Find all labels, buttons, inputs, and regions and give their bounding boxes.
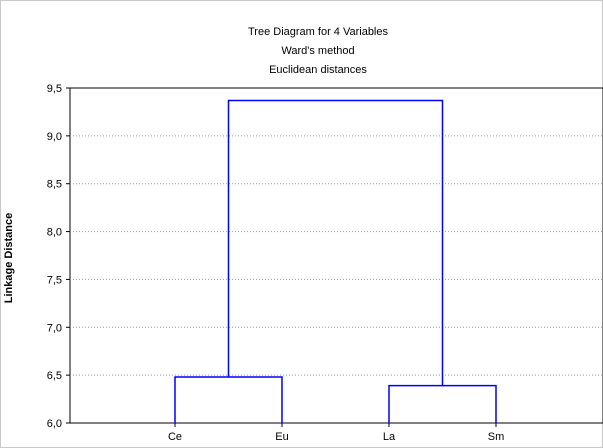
grid-lines — [70, 135, 603, 376]
y-tick-label: 8,5 — [47, 179, 62, 191]
x-tick-label-eu: Eu — [275, 431, 288, 443]
y-tick-label: 9,5 — [47, 83, 62, 95]
y-tick-label: 9,0 — [47, 131, 62, 143]
dendrogram-link-3 — [227, 99, 444, 386]
x-tick-label-la: La — [383, 431, 396, 443]
dendrogram-links — [174, 99, 497, 423]
chart-subtitle-2: Euclidean distances — [269, 64, 367, 76]
y-axis-title: Linkage Distance — [3, 213, 15, 303]
y-tick-label: 7,0 — [47, 322, 62, 334]
y-tick-label: 7,5 — [47, 274, 62, 286]
y-tick-label: 6,5 — [47, 370, 62, 382]
y-axis-ticks: 6,0 6,5 7,0 7,5 8,0 8,5 9,0 9,5 — [47, 83, 70, 430]
x-axis-ticks: Ce Eu La Sm — [168, 423, 504, 443]
y-tick-label: 8,0 — [47, 227, 62, 239]
y-tick-label: 6,0 — [47, 418, 62, 430]
chart-subtitle: Ward's method — [281, 45, 354, 57]
chart-title: Tree Diagram for 4 Variables — [248, 26, 388, 38]
x-tick-label-ce: Ce — [168, 431, 182, 443]
x-tick-label-sm: Sm — [488, 431, 505, 443]
plot-area — [69, 87, 603, 424]
